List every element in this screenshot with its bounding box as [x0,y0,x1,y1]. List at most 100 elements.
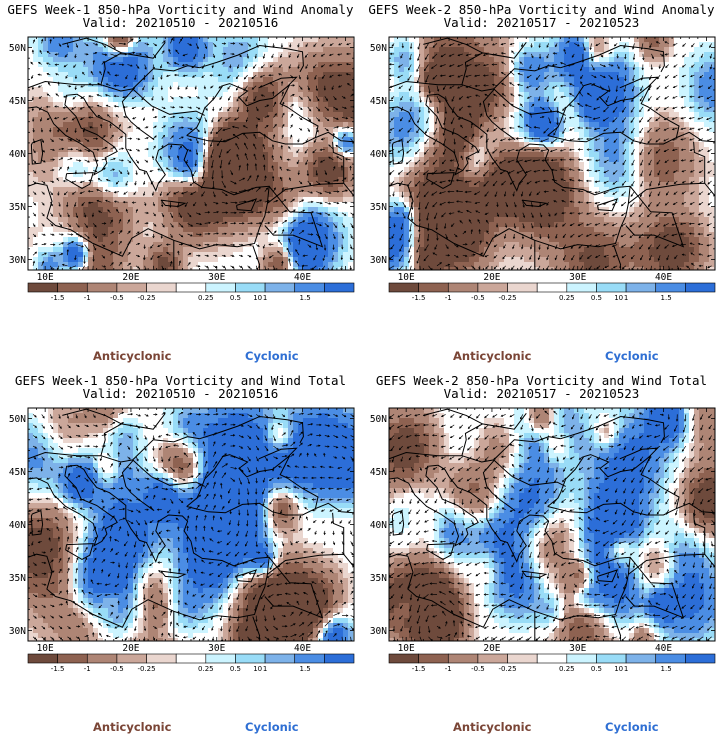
colorbar-swatch [235,653,266,664]
panel-valid-dates: Valid: 20210517 - 20210523 [443,15,640,30]
panel-week2-anomaly: GEFS Week-2 850-hPa Vorticity and Wind A… [361,0,722,371]
colorbar-swatch [566,282,597,293]
colorbar-swatch [264,282,296,293]
lon-tick-label: 40E [655,272,672,283]
colorbar-tick-label: -1 [445,294,452,302]
colorbar-swatch [447,282,479,293]
colorbar-tick-label: 0.5 [230,294,241,302]
colorbar-tick-label: -0.5 [471,294,485,302]
lat-tick-label: 30N [370,626,387,637]
anticyclonic-label: Anticyclonic [453,720,532,734]
lat-tick-label: 40N [370,149,387,160]
cyclonic-label: Cyclonic [245,720,299,734]
lon-tick-label: 20E [483,272,500,283]
lat-tick-label: 50N [370,414,387,425]
wind-vectors [389,409,715,641]
colorbar-tick-label: -1 [445,665,452,673]
colorbar-tick-label: -1.5 [51,294,65,302]
vorticity-shading [28,37,354,270]
lat-tick-label: 45N [370,467,387,478]
lat-tick-label: 40N [9,149,26,160]
vorticity-shading [389,37,715,270]
colorbar-swatch [27,282,58,293]
colorbar-swatch [324,282,355,293]
colorbar-swatch [264,653,296,664]
colorbar-tick-label: -0.5 [110,665,124,673]
colorbar-swatch [655,653,686,664]
anticyclonic-label: Anticyclonic [93,349,172,363]
anticyclonic-label: Anticyclonic [453,349,532,363]
panel-title: GEFS Week-1 850-hPa Vorticity and Wind T… [14,373,347,388]
panel-title: GEFS Week-2 850-hPa Vorticity and Wind T… [375,373,708,388]
panel-week2-total: GEFS Week-2 850-hPa Vorticity and Wind T… [361,371,722,742]
wind-vectors [28,411,354,641]
vorticity-map: 50N 45N 40N 35N 30N 10E 20E 30E 40E -1.5 -1 -0.5 -0.… [370,36,716,302]
colorbar [388,282,716,293]
lat-tick-label: 40N [9,520,26,531]
colorbar-swatch [294,282,325,293]
colorbar-scale-label: 10 [614,665,623,673]
lon-tick-label: 30E [569,272,586,283]
colorbar-swatch [324,653,355,664]
colorbar-tick-label: -0.25 [137,294,155,302]
vorticity-map: 50N 45N 40N 35N 30N 10E 20E 30E 40E -1.5 -1 -0.5 -0.… [9,36,355,302]
colorbar-tick-label: 1 [263,294,267,302]
lon-tick-label: 10E [37,272,54,283]
map-tick-marks [28,408,354,641]
cyclonic-label: Cyclonic [245,349,299,363]
map-tick-marks [389,408,715,641]
lon-tick-label: 20E [483,643,500,654]
colorbar-tick-label: 0.25 [559,665,575,673]
wind-vectors [30,37,354,270]
colorbar-tick-label: -0.25 [498,665,516,673]
colorbar-swatch [57,282,88,293]
panel-title: GEFS Week-2 850-hPa Vorticity and Wind A… [368,2,715,17]
colorbar-tick-label: 0.25 [198,665,214,673]
lat-tick-label: 45N [9,467,26,478]
lat-tick-label: 50N [370,43,387,54]
colorbar-swatch [86,653,118,664]
colorbar-tick-label: -0.25 [498,294,516,302]
cyclonic-label: Cyclonic [605,349,659,363]
colorbar-tick-label: -1.5 [412,665,426,673]
lat-tick-label: 30N [9,626,26,637]
colorbar-scale-label: 10 [253,665,262,673]
colorbar-swatch [507,653,538,664]
colorbar-swatch [418,282,449,293]
colorbar-swatch [116,282,147,293]
cyclonic-label: Cyclonic [605,720,659,734]
colorbar-tick-label: 1 [624,665,628,673]
colorbar-swatch [447,653,479,664]
colorbar-swatch [146,653,177,664]
colorbar-swatch [57,653,88,664]
vorticity-map: 50N 45N 40N 35N 30N 10E 20E 30E 40E -1.5 -1 -0.5 -0.… [370,407,716,673]
lat-tick-label: 50N [9,414,26,425]
lon-tick-label: 10E [398,272,415,283]
colorbar-tick-label: 1.5 [300,294,311,302]
coastlines [28,37,354,270]
lat-tick-label: 35N [9,573,26,584]
lat-tick-label: 30N [9,255,26,266]
colorbar-scale-label: 10 [253,294,262,302]
colorbar-swatch [205,653,236,664]
colorbar-tick-label: -1 [84,294,91,302]
colorbar-tick-label: -0.25 [137,665,155,673]
lon-tick-label: 30E [569,643,586,654]
colorbar-swatch [146,282,177,293]
lon-tick-label: 40E [294,643,311,654]
colorbar-swatch [685,282,716,293]
lon-tick-label: 40E [294,272,311,283]
colorbar-swatch [205,282,236,293]
lat-tick-label: 35N [370,202,387,213]
colorbar [27,653,355,664]
lat-tick-label: 50N [9,43,26,54]
colorbar-tick-label: 0.5 [591,665,602,673]
lat-tick-label: 35N [370,573,387,584]
colorbar-swatch [655,282,686,293]
map-tick-marks [28,37,354,270]
colorbar-tick-label: 1.5 [300,665,311,673]
colorbar-swatch [685,653,716,664]
colorbar-swatch [596,282,627,293]
panel-week1-total: GEFS Week-1 850-hPa Vorticity and Wind T… [0,371,361,742]
colorbar-swatch [536,282,568,293]
